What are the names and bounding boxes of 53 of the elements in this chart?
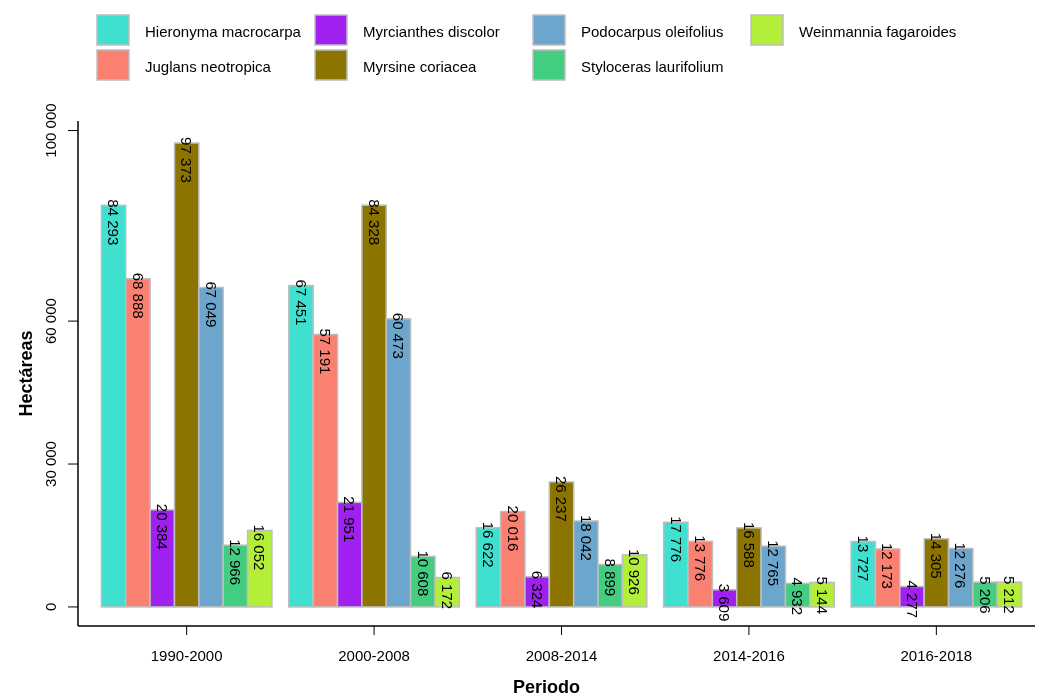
data-label: 13 776 — [691, 535, 709, 582]
data-label: 6 172 — [438, 571, 456, 610]
data-label: 3 609 — [716, 583, 734, 622]
x-tick-label: 2000-2008 — [338, 647, 410, 664]
data-label: 12 966 — [227, 539, 245, 586]
y-tick-label: 100 000 — [42, 103, 59, 158]
data-label: 16 588 — [740, 521, 758, 568]
data-label: 8 899 — [601, 558, 619, 597]
data-label: 17 776 — [667, 516, 685, 563]
data-label: 4 932 — [789, 577, 807, 615]
data-label: 16 052 — [251, 524, 269, 571]
data-label: 4 277 — [903, 580, 921, 619]
data-label: 60 473 — [390, 312, 408, 359]
x-tick-label: 2016-2018 — [900, 647, 973, 664]
legend-label: Myrsine coriacea — [363, 58, 478, 76]
data-label: 18 042 — [577, 514, 595, 561]
y-tick-label: 0 — [42, 602, 59, 612]
x-tick-label: 1990-2000 — [150, 647, 223, 664]
data-label: 5 144 — [813, 576, 831, 614]
x-axis-title: Periodo — [512, 677, 581, 697]
data-label: 13 727 — [855, 535, 872, 582]
data-label: 10 926 — [626, 548, 644, 595]
data-label: 20 016 — [504, 505, 522, 552]
data-label: 84 293 — [105, 199, 123, 246]
data-label: 16 622 — [480, 521, 498, 568]
data-label: 14 305 — [928, 532, 946, 579]
legend-label: Weinmannia fagaroides — [799, 23, 957, 41]
legend-label: Juglans neotropica — [145, 58, 272, 76]
data-label: 6 324 — [528, 570, 546, 609]
data-label: 67 049 — [202, 281, 220, 328]
data-label: 26 237 — [553, 475, 571, 522]
data-label: 12 276 — [952, 542, 970, 589]
x-tick-label: 2014-2016 — [713, 647, 785, 664]
data-label: 5 212 — [1001, 576, 1019, 614]
legend-label: Styloceras laurifolium — [581, 58, 724, 76]
data-label: 68 888 — [129, 272, 147, 319]
data-label: 10 608 — [414, 550, 432, 597]
data-label: 5 206 — [976, 576, 994, 614]
data-label: 12 765 — [765, 540, 783, 587]
data-label: 20 384 — [154, 503, 172, 550]
legend-label: Myrcianthes discolor — [363, 23, 500, 41]
x-tick-label: 2008-2014 — [525, 647, 598, 664]
legend-label: Hieronyma macrocarpa — [145, 23, 302, 41]
data-label: 21 951 — [341, 496, 359, 543]
data-label: 97 373 — [178, 137, 196, 183]
data-label: 67 451 — [292, 279, 310, 326]
y-tick-label: 60 000 — [42, 298, 59, 345]
data-label: 12 173 — [879, 542, 897, 589]
legend-label: Podocarpus oleifolius — [581, 23, 724, 41]
data-label: 84 328 — [365, 199, 383, 246]
y-tick-label: 30 000 — [42, 441, 59, 487]
y-axis-title: Hectáreas — [16, 330, 36, 417]
data-label: 57 191 — [317, 328, 335, 375]
